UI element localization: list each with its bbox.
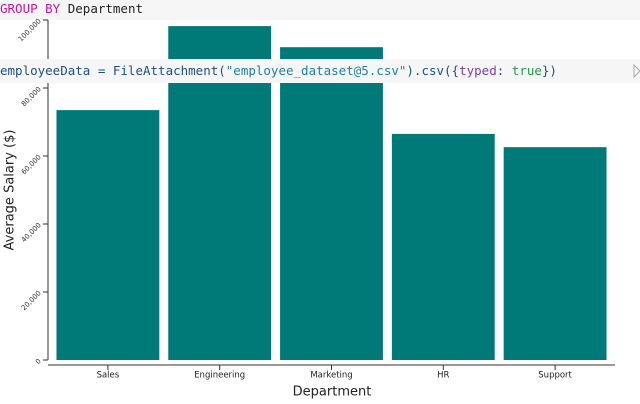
bar	[503, 147, 607, 360]
code-token: employeeData = FileAttachment(	[0, 63, 226, 78]
code-token: ).csv({	[406, 63, 459, 78]
y-tick-label: 100,000	[17, 17, 43, 43]
x-tick-label: HR	[437, 371, 449, 381]
bar	[280, 47, 383, 360]
code-cell-bg	[0, 59, 640, 83]
x-tick-label: Sales	[97, 371, 120, 381]
code-token: typed	[459, 63, 497, 78]
x-tick-label: Support	[538, 371, 572, 381]
code-token: })	[542, 63, 557, 78]
bar	[391, 133, 495, 360]
x-axis-label: Department	[293, 385, 372, 400]
y-tick-label: 60,000	[20, 153, 43, 176]
run-icon[interactable]	[633, 63, 640, 79]
x-tick-label: Marketing	[310, 371, 352, 381]
code-token: Department	[60, 1, 143, 16]
code-line: GROUP BY Department	[0, 1, 143, 16]
x-tick-label: Engineering	[194, 371, 245, 381]
y-axis-label: Average Salary ($)	[3, 130, 18, 251]
bar	[56, 110, 160, 360]
y-tick-label: 80,000	[20, 85, 43, 108]
code-line: employeeData = FileAttachment("employee_…	[0, 63, 557, 78]
code-token: GROUP BY	[0, 1, 61, 16]
y-tick-label: 20,000	[20, 289, 43, 312]
code-token: :	[497, 63, 512, 78]
code-token: true	[512, 63, 542, 78]
y-tick-label: 40,000	[20, 221, 43, 244]
y-tick-label: 0	[34, 357, 43, 366]
code-token: "employee_dataset@5.csv"	[226, 63, 407, 78]
code-cell-bg	[0, 0, 640, 20]
